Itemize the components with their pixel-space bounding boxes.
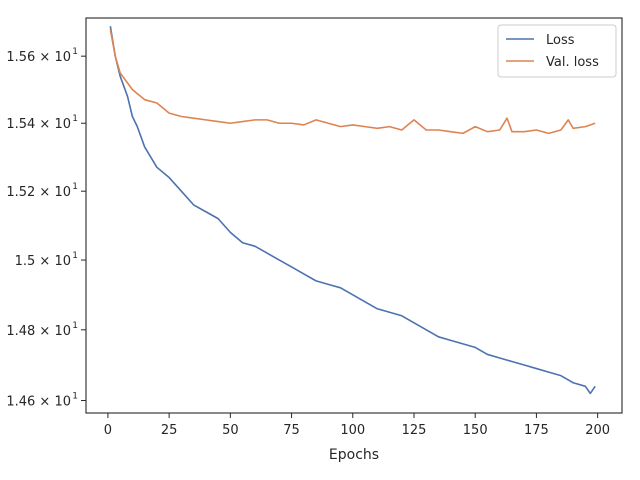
x-tick-label: 125	[402, 423, 427, 438]
y-tick-exponent: 1	[72, 47, 78, 57]
y-tick-label: 1.54 × 10	[6, 117, 71, 132]
x-tick-label: 0	[104, 423, 112, 438]
x-tick-label: 200	[585, 423, 610, 438]
y-tick-label: 1.52 × 10	[6, 185, 71, 200]
x-tick-label: 75	[283, 423, 300, 438]
x-tick-label: 150	[463, 423, 488, 438]
legend-label-val-loss: Val. loss	[546, 55, 599, 70]
series-line-loss	[109, 26, 596, 395]
series-line-val-loss	[109, 29, 596, 135]
y-tick-label: 1.48 × 10	[6, 324, 71, 339]
y-tick-label: 1.56 × 10	[6, 50, 71, 65]
plot-frame	[85, 17, 623, 414]
x-tick-label: 100	[340, 423, 365, 438]
y-tick-label: 1.46 × 10	[6, 395, 71, 410]
y-tick-exponent: 1	[72, 392, 78, 402]
y-tick-exponent: 1	[72, 321, 78, 331]
legend-label-loss: Loss	[546, 33, 575, 48]
y-tick-exponent: 1	[72, 251, 78, 261]
x-axis-label: Epochs	[329, 447, 379, 463]
y-tick-exponent: 1	[72, 182, 78, 192]
legend-box	[497, 24, 617, 78]
y-tick-exponent: 1	[72, 114, 78, 124]
y-tick-label: 1.5 × 10	[15, 254, 71, 269]
x-tick-label: 25	[161, 423, 178, 438]
x-tick-label: 175	[524, 423, 549, 438]
x-tick-label: 50	[222, 423, 239, 438]
